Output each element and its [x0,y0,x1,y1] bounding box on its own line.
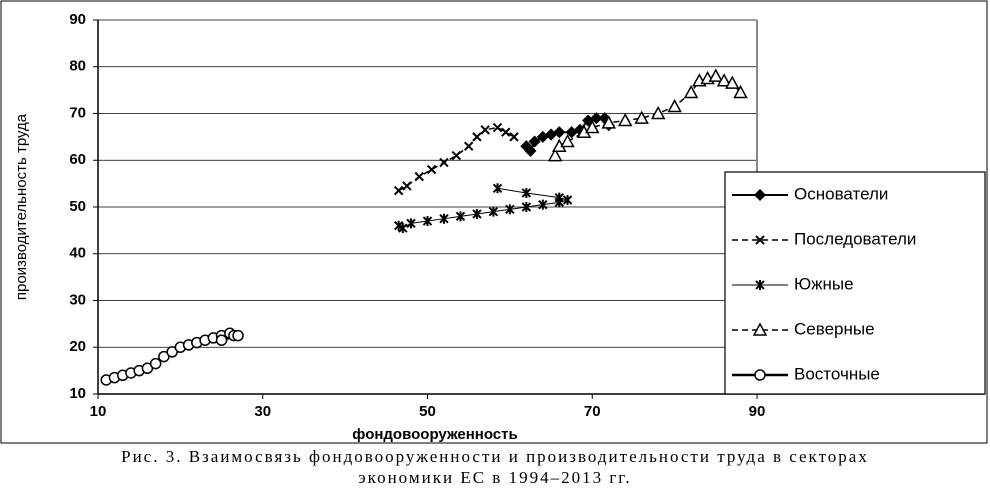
marker [708,68,724,82]
marker [553,126,566,139]
x-tick-label: 90 [749,403,766,420]
marker [472,209,482,220]
frame [0,0,988,444]
marker [402,181,412,191]
marker [725,75,740,89]
marker [755,280,765,290]
x-tick-label: 50 [419,403,436,420]
marker [752,322,768,336]
marker [528,135,541,148]
x-tick-label: 30 [254,403,271,420]
legend-label: Северные [794,319,875,338]
marker [755,235,765,245]
marker [650,105,666,120]
marker [439,213,449,224]
y-tick-label: 40 [69,245,86,262]
marker [414,171,424,182]
legend-label: Восточные [794,364,880,383]
y-tick-label: 20 [69,338,86,355]
marker [480,125,490,135]
marker [754,369,766,381]
marker [521,187,532,198]
marker [393,185,404,196]
marker [398,223,408,234]
y-axis-label: производительность труда [13,113,30,300]
y-tick-label: 70 [69,104,86,121]
x-tick-label: 10 [90,403,107,420]
marker [426,164,437,175]
marker [601,115,616,129]
y-tick-label: 50 [69,198,86,215]
marker [716,73,732,87]
marker [753,188,767,202]
x-axis-label: фондовооруженность [352,426,517,443]
marker [492,122,503,133]
marker [560,133,575,148]
marker [590,112,603,125]
legend-label: Южные [794,274,854,293]
marker [562,194,573,205]
marker [501,127,511,137]
marker [617,112,633,127]
marker [215,334,228,346]
y-tick-label: 60 [69,151,86,168]
y-tick-label: 80 [69,58,86,75]
series-line [554,75,742,156]
marker [634,110,649,124]
y-tick-label: 90 [69,11,86,28]
marker [538,199,548,210]
marker [683,84,699,99]
caption-line: экономики ЕС в 1994–2013 гг. [358,468,631,487]
marker [584,119,600,134]
legend-box [724,171,986,395]
marker [492,183,503,194]
marker [488,206,499,217]
marker [472,132,482,142]
marker [524,144,537,157]
marker [733,84,748,99]
x-tick-label: 70 [584,403,601,420]
marker [149,357,162,370]
marker [521,202,532,212]
legend-label: Последователи [794,229,916,248]
marker [455,211,466,222]
y-tick-label: 10 [69,385,86,402]
y-tick-label: 30 [69,291,86,308]
marker [554,192,565,203]
marker [667,98,682,113]
marker [451,150,462,161]
caption-line: Рис. 3. Взаимосвязь фондовооруженности и… [121,447,869,466]
marker [509,132,519,142]
marker [439,157,449,168]
marker [505,204,515,215]
legend-label: Основатели [794,184,888,203]
marker [422,216,433,227]
legend: Основатели Последователи Южные Северные Вост… [724,171,986,395]
marker [232,329,244,342]
marker [547,148,563,162]
marker [463,141,474,151]
marker [406,218,416,229]
